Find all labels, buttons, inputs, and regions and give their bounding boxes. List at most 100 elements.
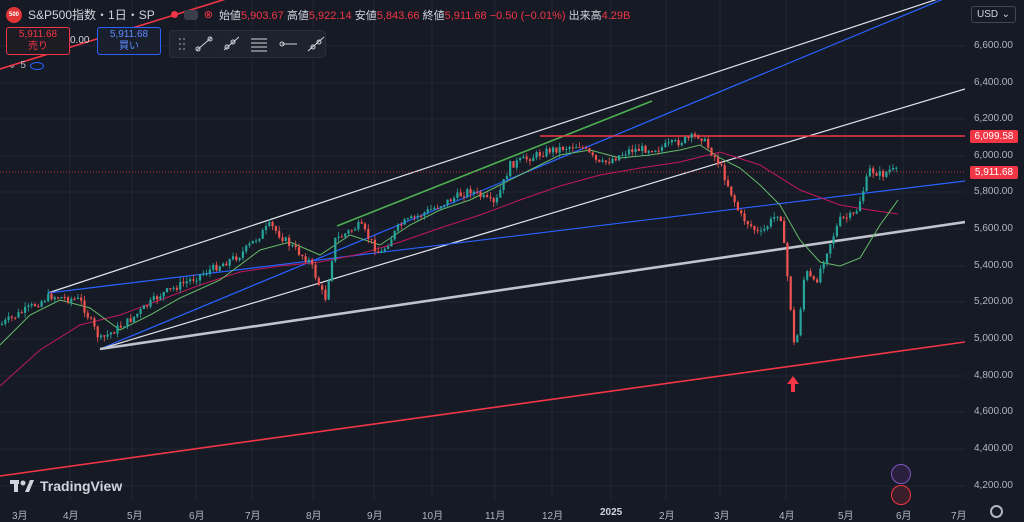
candle-body (380, 251, 383, 253)
candle-body (288, 237, 291, 246)
moving-average-short (0, 144, 899, 346)
candle-body (594, 155, 598, 160)
candle-body (63, 297, 66, 299)
candle-body (515, 160, 518, 168)
candle-body (367, 229, 370, 239)
candle-body (350, 230, 353, 232)
candle-body (60, 297, 63, 299)
candle-body (878, 170, 881, 176)
candle-body (40, 301, 43, 307)
candle-body (786, 243, 789, 277)
candle-body (53, 297, 56, 300)
buy-button[interactable]: 5,911.68 買い (97, 27, 161, 55)
candle-body (548, 148, 551, 153)
eye-toggle-icon[interactable] (183, 9, 198, 20)
candle-body (809, 271, 812, 277)
upper-channel-line (47, 0, 937, 294)
candle-body (505, 176, 508, 180)
candle-body (829, 244, 832, 254)
candle-body (334, 237, 337, 262)
candle-body (568, 147, 571, 149)
candle-body (400, 224, 403, 226)
blue-support-line (47, 180, 965, 294)
candle-body (759, 230, 763, 232)
close-icon[interactable]: ⊗ (203, 9, 213, 21)
flag-icon[interactable] (891, 485, 911, 505)
symbol-title[interactable]: S&P500指数・1日・SP (28, 8, 155, 22)
sp500-logo: 500 (6, 6, 22, 23)
candle-body (621, 154, 624, 156)
candle-body (538, 152, 541, 156)
candle-body (383, 248, 386, 252)
candle-body (677, 140, 680, 146)
ray-icon[interactable] (222, 36, 240, 52)
candle-body (24, 306, 27, 313)
candle-body (344, 233, 347, 237)
lightning-icon[interactable] (891, 464, 911, 484)
candle-body (525, 156, 528, 160)
grid (0, 0, 965, 500)
gear-icon[interactable] (990, 505, 1003, 518)
candle-body (90, 317, 93, 319)
candle-body (264, 226, 268, 231)
candle-body (324, 289, 327, 300)
drag-handle-icon[interactable] (178, 36, 186, 52)
candle-body (565, 148, 568, 150)
candle-body (462, 196, 466, 198)
candle-body (4, 319, 7, 324)
candle-body (443, 204, 446, 207)
candle-body (875, 173, 878, 176)
candle-body (146, 305, 149, 307)
candle-body (852, 212, 855, 214)
candle-body (156, 296, 159, 300)
candlesticks (0, 131, 898, 346)
candle-body (750, 224, 753, 227)
candle-body (489, 196, 492, 199)
candle-body (126, 318, 129, 327)
tv-logo-icon (10, 480, 34, 492)
candle-body (895, 167, 898, 169)
candle-body (17, 312, 20, 318)
candle-body (611, 158, 614, 164)
candle-body (835, 226, 838, 237)
candle-body (542, 155, 545, 157)
candle-body (575, 147, 578, 149)
candle-body (812, 276, 815, 280)
candle-body (839, 216, 842, 227)
candle-body (410, 216, 413, 219)
candle-body (660, 147, 664, 151)
candle-body (30, 304, 33, 306)
trend-line-icon[interactable] (195, 36, 213, 52)
candle-body (707, 138, 710, 148)
red-support-line (0, 341, 965, 477)
candle-body (291, 245, 294, 247)
candle-body (360, 221, 363, 224)
candle-body (251, 240, 254, 244)
candle-body (198, 274, 202, 281)
candle-body (561, 146, 565, 150)
currency-selector[interactable]: USD ⌄ (971, 6, 1016, 23)
tradingview-logo[interactable]: TradingView (10, 478, 122, 494)
candle-body (763, 228, 766, 231)
market-status-dot (170, 11, 178, 18)
candle-body (281, 237, 284, 242)
eye-icon[interactable] (29, 61, 44, 70)
candle-body (165, 288, 169, 293)
sell-button[interactable]: 5,911.68 売り (6, 27, 70, 55)
candle-body (779, 216, 782, 221)
candle-body (192, 279, 195, 281)
candle-body (736, 202, 739, 211)
fib-retracement-icon[interactable] (249, 36, 269, 52)
candle-body (284, 237, 287, 242)
horizontal-ray-icon[interactable] (278, 36, 298, 52)
candle-body (215, 264, 218, 271)
candle-body (113, 332, 116, 334)
candle-body (499, 190, 502, 198)
extended-line-icon[interactable] (307, 36, 325, 52)
candle-body (687, 136, 690, 138)
candle-body (103, 335, 106, 337)
candle-body (482, 195, 485, 198)
candle-body (680, 143, 683, 146)
indicator-toggle[interactable]: ⌄ 5 (8, 60, 44, 71)
